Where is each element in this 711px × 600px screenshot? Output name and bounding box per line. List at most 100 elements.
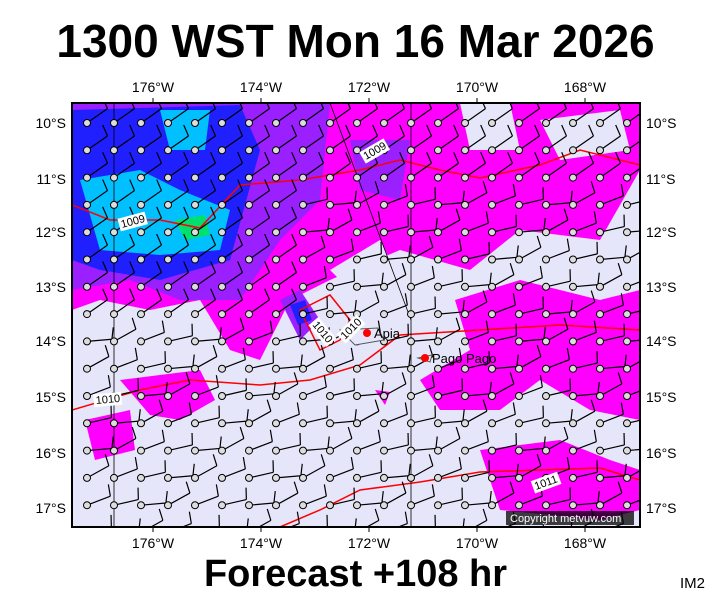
station (218, 310, 226, 319)
station (434, 255, 442, 264)
station (245, 119, 253, 127)
station (191, 200, 199, 209)
station (164, 392, 172, 400)
station (380, 310, 388, 319)
station (191, 173, 199, 182)
station (137, 392, 145, 400)
lon-label: 176°W (132, 535, 175, 551)
lat-label: 13°S (646, 279, 677, 295)
station (596, 173, 604, 182)
station (164, 119, 172, 127)
station (326, 146, 334, 155)
station (488, 282, 496, 291)
station (461, 473, 469, 482)
station (380, 446, 388, 455)
station (542, 255, 550, 264)
station (218, 200, 226, 209)
station (434, 173, 442, 182)
lat-label: 15°S (646, 389, 677, 405)
station (596, 419, 604, 428)
lat-label: 13°S (35, 279, 66, 295)
station (83, 419, 91, 428)
station (461, 200, 469, 209)
station (623, 119, 631, 127)
station (408, 529, 415, 536)
station (218, 392, 226, 400)
station (83, 228, 91, 237)
station (461, 364, 469, 373)
station (353, 282, 361, 291)
station (488, 337, 496, 346)
station (137, 364, 145, 373)
station (191, 392, 199, 400)
station (245, 392, 253, 400)
station (623, 255, 631, 264)
station (380, 364, 388, 373)
station (434, 501, 442, 510)
station (488, 173, 496, 182)
forecast-label: Forecast +108 hr (203, 553, 508, 595)
station (542, 337, 550, 346)
station (191, 310, 199, 319)
station (83, 473, 91, 482)
station (110, 446, 118, 455)
station (569, 310, 577, 319)
station (623, 419, 631, 428)
station (407, 501, 415, 510)
station (434, 473, 442, 482)
station (596, 146, 604, 155)
station (407, 419, 415, 428)
station (299, 255, 307, 264)
station (272, 473, 280, 482)
station (326, 282, 334, 291)
station (542, 119, 550, 127)
station (569, 200, 577, 209)
place-markers: Apia Pago Pago (363, 326, 496, 366)
station (434, 146, 442, 155)
station (137, 200, 145, 209)
wind-barbs (83, 103, 640, 536)
station (110, 501, 118, 510)
station (542, 310, 550, 319)
image-code: IM2 (680, 575, 706, 592)
station (164, 473, 172, 482)
station (407, 337, 415, 346)
station (569, 337, 577, 346)
station (137, 310, 145, 319)
station (272, 119, 280, 127)
station (623, 173, 631, 182)
station (434, 337, 442, 346)
station (191, 228, 199, 237)
lon-label: 174°W (240, 535, 283, 551)
station (515, 255, 523, 264)
lat-label: 12°S (646, 224, 677, 240)
station (83, 392, 91, 400)
lat-label: 15°S (35, 389, 66, 405)
station (218, 364, 226, 373)
station (272, 310, 280, 319)
station (164, 446, 172, 455)
place-apia: Apia (374, 326, 401, 341)
station (272, 173, 280, 182)
station (191, 501, 199, 510)
station (272, 392, 280, 400)
map-frame (71, 102, 641, 528)
station (245, 255, 253, 264)
station (83, 337, 91, 346)
station (137, 255, 145, 264)
station (461, 392, 469, 400)
station (623, 146, 631, 155)
station (488, 501, 496, 510)
station (83, 255, 91, 264)
station (380, 200, 388, 209)
station (515, 173, 523, 182)
station (137, 501, 145, 510)
station (218, 173, 226, 182)
station (380, 255, 388, 264)
station (380, 473, 388, 482)
station (300, 529, 307, 536)
station (515, 200, 523, 209)
station (272, 337, 280, 346)
station (218, 473, 226, 482)
